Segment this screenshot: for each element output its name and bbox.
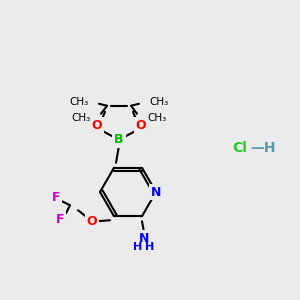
Text: N: N [151, 185, 161, 199]
Text: Cl: Cl [232, 141, 247, 155]
Text: H: H [134, 242, 142, 252]
Text: O: O [92, 119, 102, 132]
Text: F: F [56, 213, 64, 226]
Text: O: O [136, 119, 146, 132]
Text: CH₃: CH₃ [70, 97, 89, 107]
Text: CH₃: CH₃ [147, 113, 166, 123]
Text: O: O [87, 215, 97, 228]
Text: F: F [52, 191, 60, 204]
Text: CH₃: CH₃ [149, 97, 168, 107]
Text: —H: —H [250, 141, 275, 155]
Text: N: N [139, 232, 149, 245]
Text: B: B [114, 133, 124, 146]
Text: H: H [146, 242, 154, 252]
Text: CH₃: CH₃ [72, 113, 91, 123]
